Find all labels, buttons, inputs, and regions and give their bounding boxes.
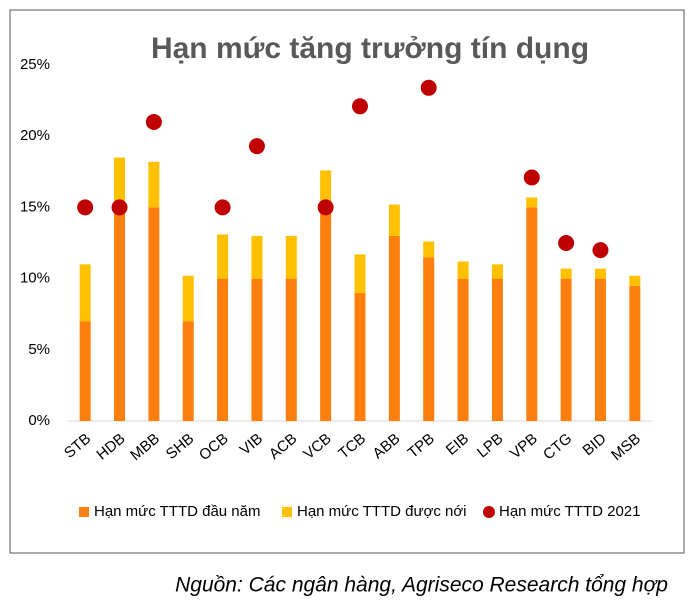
source-note: Nguồn: Các ngân hàng, Agriseco Research … <box>175 574 668 597</box>
bar-segment <box>251 278 263 421</box>
bar-segment <box>320 170 332 208</box>
legend-swatch <box>79 507 89 517</box>
y-tick-label: 5% <box>28 341 50 358</box>
bar-segment <box>491 278 503 421</box>
bar-segment <box>114 207 126 421</box>
bar-segment <box>457 261 469 279</box>
bar-segment <box>560 268 572 279</box>
bar-segment <box>423 241 435 258</box>
dot <box>111 199 128 216</box>
bar-segment <box>629 285 641 421</box>
legend-swatch <box>282 507 292 517</box>
bar-segment <box>491 264 503 279</box>
bar-segment <box>285 278 297 421</box>
bar-segment <box>526 207 538 421</box>
bar-segment <box>148 207 160 421</box>
bar-segment <box>217 234 229 279</box>
y-tick-label: 0% <box>28 412 50 429</box>
bar-segment <box>629 275 641 286</box>
legend-label: Hạn mức TTTD đầu năm <box>94 503 260 520</box>
legend-label: Hạn mức TTTD 2021 <box>499 503 640 520</box>
dot <box>592 242 609 259</box>
y-tick-label: 20% <box>20 127 50 144</box>
dot <box>214 199 231 216</box>
dot <box>248 138 265 155</box>
dot <box>420 79 437 96</box>
bar-segment <box>594 278 606 421</box>
bar-segment <box>79 264 91 322</box>
bar-segment <box>114 157 126 208</box>
bar-segment <box>285 235 297 279</box>
bar-segment <box>526 197 538 208</box>
bar-segment <box>182 275 194 322</box>
bar-segment <box>182 321 194 421</box>
dot <box>558 235 575 251</box>
bar-segment <box>320 207 332 421</box>
bar-segment <box>560 278 572 421</box>
bar-segment <box>79 321 91 421</box>
legend-swatch <box>483 506 495 518</box>
chart-frame <box>9 9 685 554</box>
dot <box>317 199 334 216</box>
dot <box>523 169 540 186</box>
bar-segment <box>388 204 400 236</box>
bar-segment <box>217 278 229 421</box>
dot <box>352 98 368 115</box>
bar-segment <box>457 278 469 421</box>
y-tick-label: 10% <box>20 270 50 287</box>
bar-segment <box>354 254 366 293</box>
bar-segment <box>251 235 263 279</box>
dot <box>145 113 162 130</box>
dot <box>77 199 94 216</box>
y-tick-label: 25% <box>20 56 50 73</box>
bar-segment <box>388 235 400 421</box>
bar-segment <box>148 161 160 208</box>
bar-segment <box>594 268 606 279</box>
bar-segment <box>354 292 366 421</box>
chart-title: Hạn mức tăng trưởng tín dụng <box>151 32 589 65</box>
bar-segment <box>423 257 435 421</box>
y-tick-label: 15% <box>20 198 50 215</box>
legend-label: Hạn mức TTTD được nới <box>297 503 467 520</box>
